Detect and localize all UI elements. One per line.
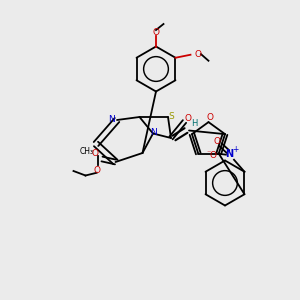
Text: CH₃: CH₃	[80, 147, 94, 156]
Text: O: O	[213, 137, 220, 146]
Text: ⁻: ⁻	[207, 148, 211, 157]
Text: O: O	[209, 151, 217, 160]
Text: O: O	[92, 149, 99, 158]
Text: S: S	[169, 112, 175, 121]
Text: O: O	[152, 28, 160, 37]
Text: N: N	[225, 149, 233, 159]
Text: O: O	[206, 113, 214, 122]
Text: N: N	[108, 115, 115, 124]
Text: O: O	[194, 50, 202, 59]
Text: +: +	[232, 145, 239, 154]
Text: H: H	[191, 119, 198, 128]
Text: N: N	[151, 128, 157, 137]
Text: O: O	[93, 166, 100, 175]
Text: O: O	[184, 114, 192, 123]
